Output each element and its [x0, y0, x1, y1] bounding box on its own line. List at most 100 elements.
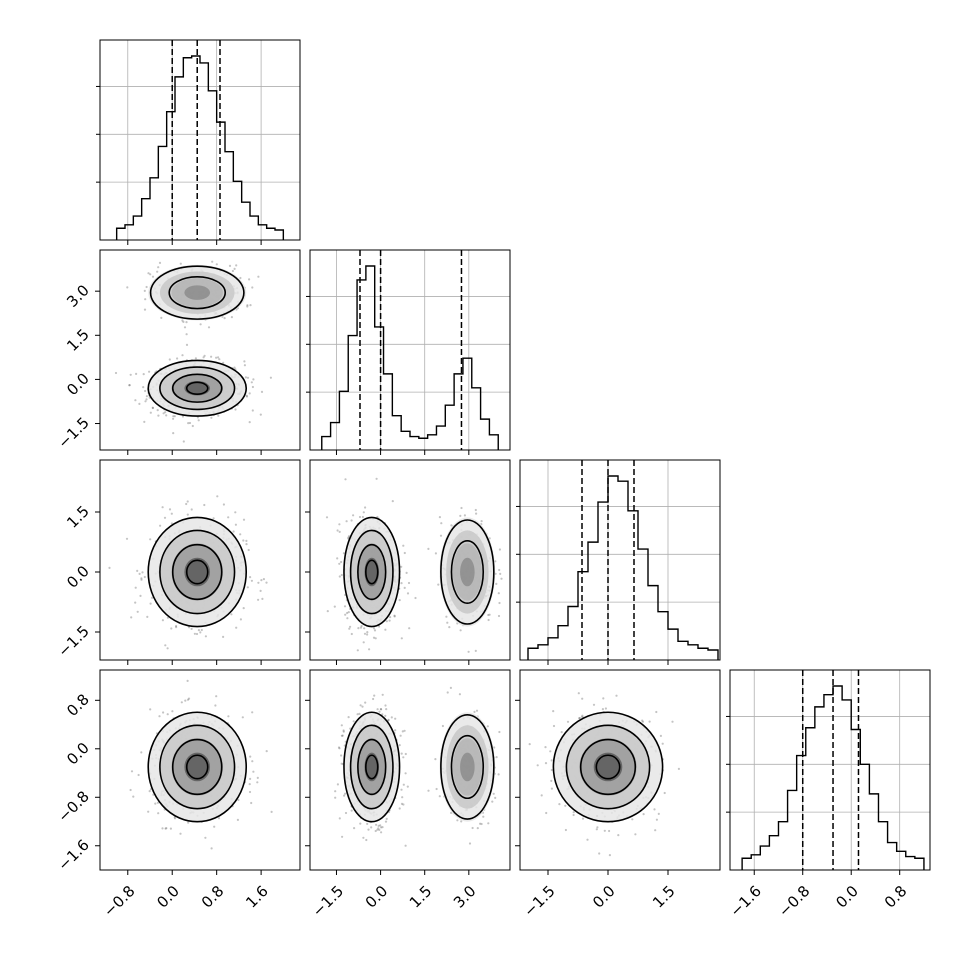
scatter-point — [242, 607, 245, 610]
scatter-point — [132, 795, 135, 798]
contour-level-0 — [147, 359, 248, 417]
panel-frame — [99, 249, 301, 451]
scatter-point — [473, 710, 476, 713]
x-tick-label: 0.8 — [881, 882, 911, 912]
scatter-point — [326, 610, 329, 613]
scatter-point — [184, 699, 187, 702]
panel-0-0 — [96, 39, 301, 245]
scatter-point — [641, 719, 644, 722]
scatter-point — [251, 409, 254, 412]
scatter-point — [404, 844, 407, 847]
scatter-point — [596, 826, 599, 829]
scatter-point — [247, 548, 250, 552]
scatter-point — [631, 818, 634, 821]
panel-frame — [99, 39, 301, 241]
scatter-point — [259, 589, 262, 592]
scatter-point — [399, 734, 402, 737]
scatter-point — [234, 511, 237, 514]
scatter-point — [544, 746, 547, 749]
scatter-point — [162, 711, 165, 714]
scatter-point — [380, 826, 383, 829]
scatter-point — [342, 729, 345, 732]
scatter-point — [387, 718, 390, 721]
grid — [730, 670, 930, 870]
scatter-point — [126, 286, 129, 289]
contour-level-3 — [185, 381, 209, 395]
density-fill — [159, 271, 235, 314]
scatter-point — [434, 758, 437, 761]
scatter-point — [385, 620, 388, 623]
scatter-point — [602, 697, 605, 700]
scatter-point — [388, 619, 391, 622]
scatter-point — [356, 649, 359, 652]
histogram-step — [115, 55, 285, 240]
scatter-point — [249, 304, 252, 307]
scatter-point — [340, 573, 343, 577]
scatter-point — [560, 731, 563, 734]
scatter-point — [165, 414, 168, 417]
contour-level-1 — [159, 724, 236, 810]
scatter-point — [475, 512, 478, 515]
scatter-point — [498, 601, 501, 605]
scatter-point — [495, 756, 498, 759]
scatter-point — [246, 376, 250, 379]
scatter-point — [166, 713, 169, 716]
scatter-point — [151, 406, 154, 410]
scatter-point — [344, 811, 348, 815]
scatter-point — [246, 305, 249, 308]
density-fill — [184, 752, 211, 782]
scatter-point — [143, 420, 146, 423]
scatter-point — [149, 538, 152, 541]
scatter-point — [374, 829, 377, 833]
scatter-point — [360, 624, 363, 628]
scatter-point — [438, 516, 441, 519]
scatter-point — [380, 708, 383, 711]
scatter-point — [195, 632, 199, 636]
scatter-point — [250, 579, 253, 582]
scatter-point — [337, 746, 341, 749]
scatter-point — [497, 614, 501, 618]
density-fill — [446, 530, 489, 614]
scatter-point — [245, 395, 249, 398]
contour-level-2 — [171, 373, 223, 403]
scatter-point — [653, 808, 656, 811]
scatter-point — [230, 613, 233, 616]
scatter-point — [449, 686, 452, 689]
scatter-point — [207, 326, 211, 329]
scatter-point — [380, 831, 383, 834]
scatter-point — [598, 852, 601, 855]
scatter-point — [175, 624, 178, 628]
scatter-point — [393, 614, 396, 617]
scatter-point — [169, 827, 172, 830]
y-tick-label: −1.6 — [54, 836, 92, 874]
scatter-point — [212, 517, 215, 520]
scatter-point — [141, 571, 144, 574]
panel-3-0: −0.8 0.0 0.8 1.60.80.0−0.8−1.6 — [54, 669, 301, 921]
contour-level-2 — [357, 738, 387, 796]
scatter-point — [603, 829, 606, 832]
scatter-point — [344, 478, 347, 481]
contour-level-3 — [185, 559, 209, 585]
scatter-point — [170, 627, 173, 630]
scatter-point — [257, 581, 260, 584]
scatter-point — [248, 783, 251, 786]
scatter-point — [577, 692, 580, 695]
scatter-point — [334, 790, 337, 793]
contour-level-0 — [147, 516, 248, 628]
scatter-point — [249, 576, 252, 579]
x-tick-label: 1.6 — [242, 882, 272, 912]
scatter-point — [346, 611, 349, 615]
scatter-point — [134, 586, 137, 589]
scatter-point — [143, 308, 147, 311]
scatter-point — [385, 817, 388, 820]
scatter-point — [200, 628, 203, 632]
scatter-point — [407, 581, 411, 585]
scatter-point — [183, 326, 187, 329]
scatter-point — [259, 413, 262, 416]
scatter-point — [114, 371, 118, 375]
scatter-point — [544, 762, 548, 765]
scatter-point — [179, 262, 182, 265]
scatter-point — [147, 810, 150, 813]
scatter-point — [450, 524, 453, 527]
scatter-point — [246, 304, 249, 307]
